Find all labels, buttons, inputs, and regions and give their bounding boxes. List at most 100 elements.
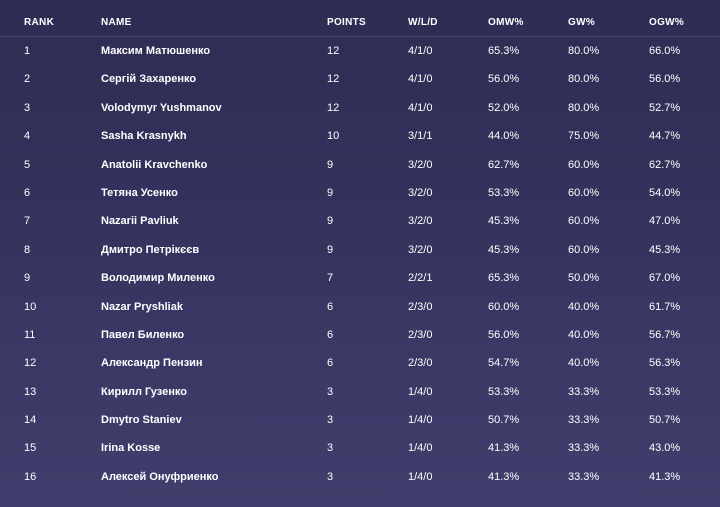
omw-cell: 50.7%: [488, 414, 520, 427]
gw-cell: 60.0%: [568, 243, 600, 256]
header-wld[interactable]: W/L/D: [408, 17, 438, 28]
rank-cell: 1: [24, 45, 31, 57]
ogw-cell: 47.0%: [649, 215, 681, 228]
ogw-cell: 56.7%: [649, 328, 681, 341]
wld-cell: 4/1/0: [408, 101, 433, 114]
omw-cell: 41.3%: [488, 442, 520, 455]
gw-cell: 80.0%: [568, 45, 600, 57]
gw-cell: 75.0%: [568, 130, 600, 143]
ogw-cell: 53.3%: [649, 385, 681, 398]
table-row: 6 Тетяна Усенко 9 3/2/0 53.3% 60.0% 54.0%: [0, 179, 720, 207]
ogw-cell: 54.0%: [649, 186, 681, 199]
points-cell: 3: [327, 442, 334, 455]
points-cell: 3: [327, 385, 334, 398]
omw-cell: 56.0%: [488, 328, 520, 341]
ogw-cell: 66.0%: [649, 45, 681, 57]
wld-cell: 2/3/0: [408, 300, 433, 313]
wld-cell: 3/2/0: [408, 243, 433, 256]
gw-cell: 33.3%: [568, 470, 600, 483]
header-gw[interactable]: GW%: [568, 17, 596, 28]
omw-cell: 41.3%: [488, 470, 520, 483]
omw-cell: 45.3%: [488, 243, 520, 256]
gw-cell: 33.3%: [568, 385, 600, 398]
wld-cell: 1/4/0: [408, 385, 433, 398]
omw-cell: 54.7%: [488, 357, 520, 370]
table-row: 15 Irina Kosse 3 1/4/0 41.3% 33.3% 43.0%: [0, 434, 720, 462]
gw-cell: 60.0%: [568, 158, 600, 171]
table-row: 10 Nazar Pryshliak 6 2/3/0 60.0% 40.0% 61.7%: [0, 293, 720, 321]
header-omw[interactable]: OMW%: [488, 17, 524, 28]
player-name: Dmytro Staniev: [101, 414, 182, 427]
wld-cell: 3/1/1: [408, 130, 433, 143]
header-rank[interactable]: RANK: [24, 17, 55, 28]
player-name: Nazar Pryshliak: [101, 300, 183, 313]
player-name: Максим Матюшенко: [101, 45, 211, 57]
gw-cell: 60.0%: [568, 215, 600, 228]
points-cell: 9: [327, 243, 334, 256]
table-row: 1 Максим Матюшенко 12 4/1/0 65.3% 80.0% 66.0%: [0, 37, 720, 65]
wld-cell: 3/2/0: [408, 186, 433, 199]
table-header: RANK NAME POINTS W/L/D OMW% GW% OGW%: [0, 0, 720, 37]
ogw-cell: 45.3%: [649, 243, 681, 256]
player-name: Volodymyr Yushmanov: [101, 101, 222, 114]
wld-cell: 4/1/0: [408, 45, 433, 57]
table-row: 7 Nazarii Pavliuk 9 3/2/0 45.3% 60.0% 47.0%: [0, 207, 720, 235]
rank-cell: 10: [24, 300, 37, 313]
points-cell: 12: [327, 101, 340, 114]
rank-cell: 8: [24, 243, 31, 256]
points-cell: 7: [327, 272, 334, 285]
table-body: 1 Максим Матюшенко 12 4/1/0 65.3% 80.0% 66.0% 2…: [0, 37, 720, 491]
omw-cell: 52.0%: [488, 101, 520, 114]
table-row: 8 Дмитро Петрікєєв 9 3/2/0 45.3% 60.0% 45.3%: [0, 236, 720, 264]
ogw-cell: 50.7%: [649, 414, 681, 427]
table-row: 16 Алексей Онуфриенко 3 1/4/0 41.3% 33.3% 41.3…: [0, 463, 720, 491]
wld-cell: 1/4/0: [408, 442, 433, 455]
omw-cell: 53.3%: [488, 186, 520, 199]
rank-cell: 13: [24, 385, 37, 398]
rank-cell: 6: [24, 186, 31, 199]
points-cell: 3: [327, 470, 334, 483]
player-name: Павел Биленко: [101, 328, 185, 341]
omw-cell: 53.3%: [488, 385, 520, 398]
player-name: Nazarii Pavliuk: [101, 215, 179, 228]
ogw-cell: 44.7%: [649, 130, 681, 143]
omw-cell: 60.0%: [488, 300, 520, 313]
player-name: Irina Kosse: [101, 442, 161, 455]
wld-cell: 4/1/0: [408, 73, 433, 86]
header-points[interactable]: POINTS: [327, 17, 367, 28]
rank-cell: 11: [24, 328, 36, 341]
gw-cell: 40.0%: [568, 328, 600, 341]
table-row: 14 Dmytro Staniev 3 1/4/0 50.7% 33.3% 50.7%: [0, 406, 720, 434]
rank-cell: 4: [24, 130, 31, 143]
ogw-cell: 61.7%: [649, 300, 681, 313]
rank-cell: 2: [24, 73, 31, 86]
gw-cell: 33.3%: [568, 442, 600, 455]
points-cell: 6: [327, 328, 334, 341]
rank-cell: 9: [24, 272, 31, 285]
player-name: Кирилл Гузенко: [101, 385, 187, 398]
rank-cell: 15: [24, 442, 37, 455]
player-name: Дмитро Петрікєєв: [101, 243, 200, 256]
wld-cell: 3/2/0: [408, 215, 433, 228]
wld-cell: 2/2/1: [408, 272, 433, 285]
ogw-cell: 56.3%: [649, 357, 681, 370]
ogw-cell: 43.0%: [649, 442, 681, 455]
rank-cell: 14: [24, 414, 37, 427]
wld-cell: 1/4/0: [408, 470, 433, 483]
omw-cell: 45.3%: [488, 215, 520, 228]
header-name[interactable]: NAME: [101, 17, 132, 28]
points-cell: 9: [327, 158, 334, 171]
ogw-cell: 41.3%: [649, 470, 681, 483]
omw-cell: 65.3%: [488, 45, 520, 57]
header-ogw[interactable]: OGW%: [649, 17, 685, 28]
omw-cell: 56.0%: [488, 73, 520, 86]
gw-cell: 33.3%: [568, 414, 600, 427]
gw-cell: 60.0%: [568, 186, 600, 199]
player-name: Sasha Krasnykh: [101, 130, 187, 143]
wld-cell: 2/3/0: [408, 328, 433, 341]
wld-cell: 2/3/0: [408, 357, 433, 370]
omw-cell: 44.0%: [488, 130, 520, 143]
ogw-cell: 56.0%: [649, 73, 681, 86]
points-cell: 9: [327, 186, 334, 199]
